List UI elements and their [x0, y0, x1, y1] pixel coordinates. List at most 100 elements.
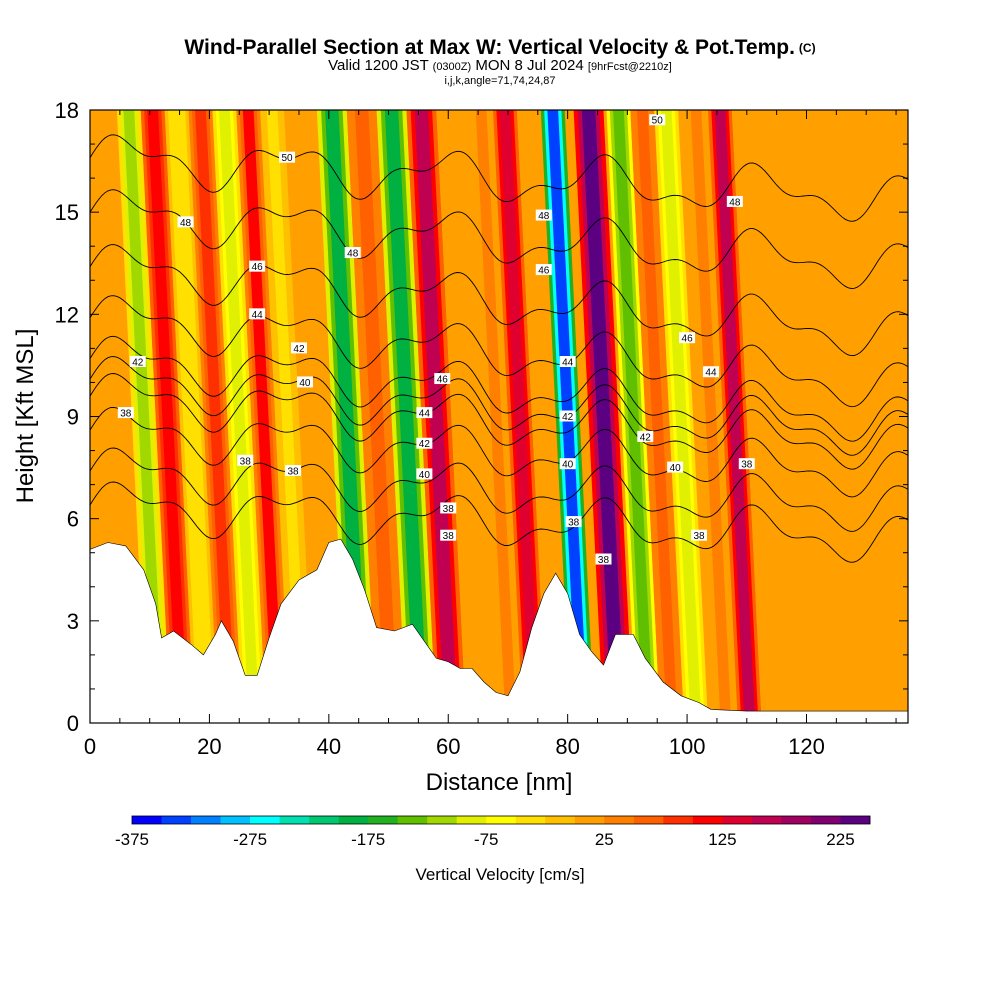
x-tick-label: 60 [436, 734, 460, 759]
contour-label: 46 [682, 334, 694, 345]
colorbar-swatch [456, 816, 487, 824]
contour-label-box [726, 195, 743, 207]
contour-label: 46 [252, 262, 264, 273]
colorbar-swatch [191, 816, 221, 824]
y-tick-label: 12 [55, 302, 79, 327]
contour-label-box [649, 114, 666, 126]
contour-label: 38 [443, 504, 455, 515]
valid-date: MON 8 Jul 2024 [475, 57, 584, 74]
contour-label: 38 [240, 456, 252, 467]
velocity-column [857, 110, 899, 723]
contour-label-box [290, 342, 307, 354]
colorbar-swatch [663, 816, 694, 824]
contour-label: 46 [437, 375, 449, 386]
contour-label-box [535, 209, 552, 221]
y-axis-label: Height [Kft MSL] [12, 329, 39, 504]
colorbar-swatch [338, 816, 369, 824]
velocity-column [354, 110, 399, 723]
y-tick-label: 15 [55, 200, 79, 225]
contour-label-box [702, 366, 719, 378]
colorbar-swatch [397, 816, 428, 824]
y-axis: 0 3 6 9 12 15 18 [55, 98, 908, 736]
contour-label-box [565, 516, 582, 528]
contour-label-box [440, 502, 457, 514]
contour-label-box [117, 407, 134, 419]
y-tick-label: 0 [67, 711, 79, 736]
colorbar-swatch [604, 816, 635, 824]
velocity-column [123, 110, 165, 723]
contour-label-box [285, 464, 302, 476]
terrain-mask [90, 538, 908, 723]
x-tick-label: 100 [669, 734, 706, 759]
x-tick-label: 40 [317, 734, 341, 759]
contour-label: 48 [180, 218, 192, 229]
velocity-column [195, 110, 236, 723]
title-block: Wind-Parallel Section at Max W: Vertical… [0, 36, 1000, 87]
colorbar-swatch [633, 816, 664, 824]
contour-label-box [559, 356, 576, 368]
contour-label-box [691, 529, 708, 541]
velocity-column [475, 110, 517, 723]
colorbar-swatch [427, 816, 458, 824]
contour-label: 38 [568, 518, 580, 529]
velocity-column [771, 110, 818, 723]
colorbar-swatch [515, 816, 546, 824]
velocity-column [266, 110, 308, 723]
contour-label-box [559, 458, 576, 470]
contour-label-box [249, 308, 266, 320]
x-axis: 0 20 40 60 80 100 120 [84, 110, 897, 759]
contour-label-box [416, 407, 433, 419]
valid-prefix: Valid 1200 JST [328, 57, 429, 74]
contour-label-box [416, 468, 433, 480]
contour-label-box [434, 373, 451, 385]
contour-label: 44 [419, 409, 431, 420]
copyright-mark: (C) [798, 41, 816, 55]
theta-contour-line [90, 447, 908, 532]
colorbar-swatch [279, 816, 310, 824]
contour-label: 48 [347, 249, 359, 260]
contour-label-box [637, 430, 654, 442]
contour-label: 42 [640, 432, 652, 443]
contour-label: 42 [419, 439, 431, 450]
x-axis-label: Distance [nm] [426, 769, 573, 796]
colorbar-frame [131, 815, 871, 825]
contour-label: 40 [419, 470, 431, 481]
x-tick-label: 80 [555, 734, 579, 759]
chart-title: Wind-Parallel Section at Max W: Vertical… [184, 36, 795, 59]
velocity-column [714, 110, 756, 723]
colorbar-swatch [545, 816, 576, 824]
valid-utc: (0300Z) [432, 61, 472, 73]
colorbar-swatch [161, 816, 192, 824]
contour-label: 48 [538, 211, 550, 222]
theta-contour-line [90, 356, 908, 456]
contour-label: 44 [562, 358, 574, 369]
contour-label: 50 [281, 153, 293, 164]
contour-label: 40 [670, 463, 682, 474]
x-tick-label: 0 [84, 734, 96, 759]
index-info: i,j,k,angle=71,74,24,87 [444, 75, 556, 87]
contour-label: 46 [538, 266, 550, 277]
colorbar-tick-label: -375 [115, 830, 149, 849]
contour-label: 44 [252, 310, 264, 321]
colorbar-swatch [309, 816, 339, 824]
colorbar-swatch [722, 816, 753, 824]
velocity-column [171, 110, 212, 723]
contour-label: 42 [132, 358, 144, 369]
contour-label: 48 [729, 197, 741, 208]
theta-contour-line [90, 481, 908, 563]
contour-label-box [237, 454, 254, 466]
contour-label: 42 [562, 412, 574, 423]
contour-label: 38 [693, 531, 705, 542]
y-tick-label: 18 [55, 98, 79, 123]
velocity-column [690, 110, 732, 723]
velocity-column [444, 110, 488, 723]
contour-label-box [344, 247, 361, 259]
contour-label-box [595, 553, 612, 565]
velocity-column [738, 110, 780, 723]
colorbar-swatch [751, 816, 782, 824]
contour-label: 38 [443, 531, 455, 542]
contour-label: 38 [287, 466, 299, 477]
contour-label: 38 [598, 555, 610, 566]
velocity-column [581, 110, 626, 723]
terrain [90, 538, 908, 723]
